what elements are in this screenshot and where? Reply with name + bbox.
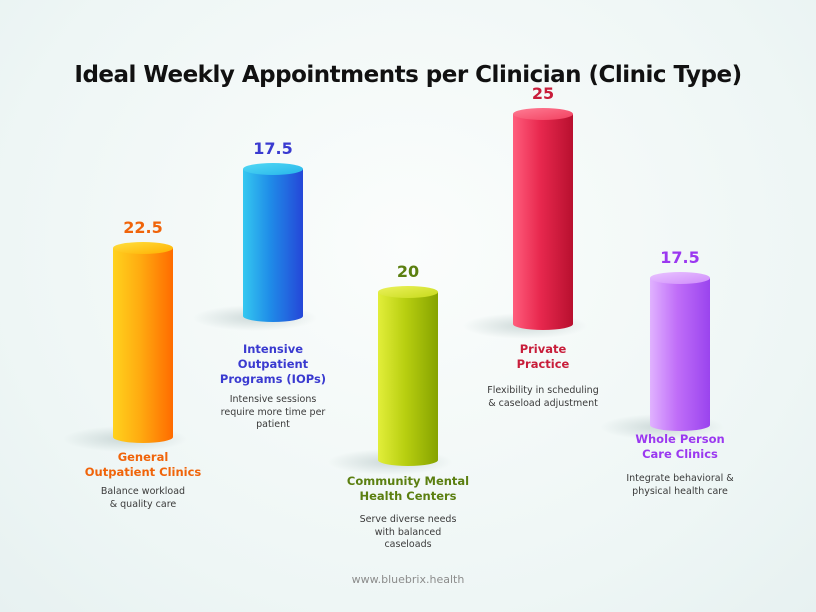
description-iop: Intensive sessions require more time per p…: [198, 394, 348, 432]
category-label-line: Community Mental: [346, 474, 470, 488]
description-line: Serve diverse needs: [359, 514, 457, 525]
category-label-community-mental-health: Community Mental Health Centers: [338, 474, 478, 504]
description-line: Balance workload: [100, 486, 186, 497]
description-whole-person-care: Integrate behavioral & physical health ca…: [605, 473, 755, 498]
value-label-private-practice: 25: [531, 84, 555, 103]
bar-general-outpatient: [113, 248, 173, 443]
description-community-mental-health: Serve diverse needs with balanced caseload…: [333, 514, 483, 552]
bar-top-private-practice: [513, 108, 573, 120]
value-label-iop: 17.5: [253, 139, 293, 158]
value-label-community-mental-health: 20: [396, 262, 420, 281]
category-label-line: General: [117, 450, 169, 464]
category-label-line: Private: [519, 342, 567, 356]
description-line: Intensive sessions: [229, 394, 317, 405]
bar-top-general-outpatient: [113, 242, 173, 254]
bar-community-mental-health: [378, 292, 438, 466]
category-label-line: Whole Person: [635, 432, 725, 446]
category-label-private-practice: Private Practice: [473, 342, 613, 372]
description-line: caseloads: [384, 539, 432, 550]
description-line: & quality care: [109, 498, 177, 510]
category-label-line: Practice: [516, 357, 570, 371]
category-label-line: Outpatient Clinics: [84, 465, 202, 479]
description-private-practice: Flexibility in scheduling & caseload adju…: [468, 385, 618, 410]
category-label-line: Health Centers: [359, 489, 457, 503]
bar-private-practice: [513, 114, 573, 330]
category-label-line: Intensive: [242, 342, 304, 356]
footer-url: www.bluebrix.health: [351, 573, 465, 586]
description-line: with balanced: [374, 526, 442, 538]
description-line: require more time per: [220, 406, 326, 418]
description-line: & caseload adjustment: [488, 397, 598, 409]
bar-iop: [243, 169, 303, 322]
bar-whole-person-care: [650, 278, 710, 431]
bar-top-community-mental-health: [378, 286, 438, 298]
description-line: Integrate behavioral &: [626, 473, 734, 484]
description-line: physical health care: [632, 485, 728, 497]
category-label-line: Programs (IOPs): [219, 372, 327, 386]
chart-title: Ideal Weekly Appointments per Clinician …: [74, 62, 742, 88]
category-label-line: Outpatient: [237, 357, 309, 371]
category-label-line: Care Clinics: [642, 447, 718, 461]
bar-top-iop: [243, 163, 303, 175]
value-label-whole-person-care: 17.5: [660, 248, 700, 267]
bar-top-whole-person-care: [650, 272, 710, 284]
description-line: patient: [256, 419, 290, 430]
value-label-general-outpatient: 22.5: [123, 218, 163, 237]
category-label-general-outpatient: General Outpatient Clinics: [73, 450, 213, 480]
category-label-whole-person-care: Whole Person Care Clinics: [610, 432, 750, 462]
description-general-outpatient: Balance workload & quality care: [68, 486, 218, 511]
description-line: Flexibility in scheduling: [487, 385, 599, 396]
category-label-iop: Intensive Outpatient Programs (IOPs): [203, 342, 343, 387]
